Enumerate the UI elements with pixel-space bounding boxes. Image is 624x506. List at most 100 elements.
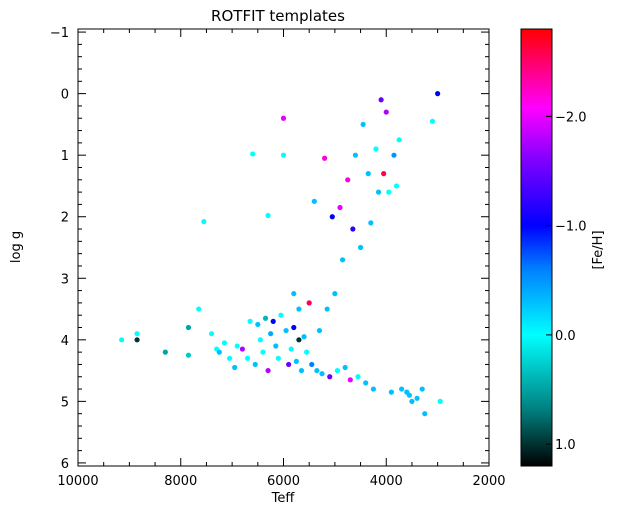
colorbar-ticks: 1.0 0.0 −1.0 −2.0 [546,110,587,453]
data-point [437,398,443,404]
data-point [322,155,328,161]
data-point [293,358,299,364]
data-point [345,177,351,183]
data-point [383,109,389,115]
data-point [298,367,305,374]
data-point [306,300,312,306]
data-point [406,392,412,398]
data-point [391,152,397,158]
data-point [234,343,240,349]
chart-title: ROTFIT templates [211,7,345,25]
data-point [270,318,276,324]
data-point [370,386,377,392]
data-point [378,97,384,103]
data-point [208,331,215,337]
data-point [386,189,392,195]
data-point [363,380,369,386]
data-point [311,198,317,204]
data-point [409,398,415,404]
data-point [273,343,279,349]
y-tick-label: 3 [61,272,69,287]
data-point [396,137,402,143]
data-point [347,377,353,383]
data-point [119,337,125,343]
data-point [185,324,192,331]
data-point [291,291,297,297]
data-point [414,395,420,401]
x-tick-label: 10000 [57,474,98,489]
data-point [280,152,287,158]
data-point [339,257,346,263]
x-axis-ticks: 10000 8000 6000 4000 2000 [57,29,506,489]
data-point [327,374,333,380]
data-point [260,349,266,355]
y-tick-label: 5 [61,395,69,410]
y-tick-label: 4 [61,334,69,349]
data-point [350,226,356,232]
data-point [291,324,297,331]
y-tick-label: 2 [61,211,69,226]
colorbar-title: [Fe/H] [591,230,606,269]
scatter-points [119,91,443,417]
data-point [393,183,400,189]
data-point [257,337,263,343]
data-point [368,220,374,226]
colorbar-tick-label: −1.0 [555,220,587,235]
colorbar-tick-label: 1.0 [555,438,576,453]
data-point [352,152,359,158]
data-point [301,334,307,340]
x-tick-label: 8000 [164,474,197,489]
data-point [360,121,366,128]
data-point [429,118,436,124]
data-point [304,349,310,355]
data-point [332,291,338,297]
data-point [314,367,320,374]
data-point [334,367,341,374]
data-point [216,349,222,355]
data-point [286,361,292,368]
data-point [250,151,256,157]
data-point [296,306,302,312]
data-point [226,355,233,361]
plot-frame [77,28,490,467]
y-axis-title: log g [9,231,24,263]
data-point [247,318,253,324]
data-point [342,364,348,371]
x-tick-label: 4000 [370,474,403,489]
data-point [278,312,284,318]
y-tick-label: 6 [61,457,69,472]
data-point [262,315,269,321]
data-point [422,411,428,417]
y-tick-label: 0 [61,88,69,103]
data-point [265,212,271,219]
data-point [357,244,364,251]
x-axis-title: Teff [271,491,296,506]
data-point [337,204,343,211]
data-point [196,306,202,312]
data-point [283,327,289,334]
y-axis-ticks: −1 0 1 2 3 4 5 6 [50,26,489,472]
data-point [365,171,371,177]
data-point [419,386,425,392]
data-point [252,361,258,368]
data-point [134,331,140,337]
data-point [275,355,281,361]
colorbar: 1.0 0.0 −1.0 −2.0 [Fe/H] [520,28,606,467]
data-point [375,189,382,195]
colorbar-tick-label: −2.0 [555,110,587,125]
colorbar-tick-label: 0.0 [555,329,576,344]
data-point [162,349,168,355]
y-tick-label: 1 [61,149,69,164]
data-point [381,171,387,177]
data-point [399,386,405,392]
data-point [134,337,140,343]
data-point [185,352,192,358]
data-point [329,214,335,220]
data-point [239,346,245,352]
data-point [319,371,325,377]
data-point [268,331,274,337]
data-point [255,321,261,328]
data-point [316,327,323,334]
data-point [388,389,394,395]
